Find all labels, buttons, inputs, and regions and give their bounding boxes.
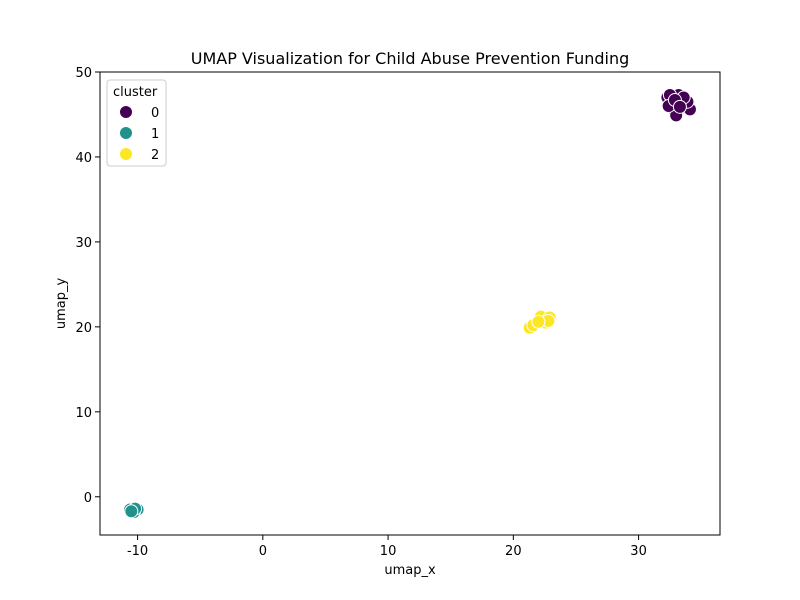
y-tick-label: 50 [75,66,92,81]
x-tick-label: 30 [630,544,647,559]
x-tick-label: -10 [127,544,148,559]
legend-marker-0 [119,105,133,119]
legend-box [106,79,167,167]
legend-label-2: 2 [151,148,159,163]
legend-items: 0 1 2 [119,105,159,163]
y-tick-label: 30 [75,236,92,251]
x-tick-label: 20 [505,544,522,559]
y-axis-label: umap_y [54,278,69,330]
data-point [672,99,687,114]
series-cluster-0 [660,87,697,123]
legend: cluster 0 1 2 [106,79,167,167]
series-cluster-2 [522,309,557,335]
y-tick-label: 0 [84,491,92,506]
y-tick-label: 20 [75,321,92,336]
x-tick-label: 10 [380,544,397,559]
series-cluster-1 [123,501,145,520]
plot-frame [99,71,721,536]
data-point [531,314,546,329]
y-axis: 0 10 20 30 40 50 [75,66,100,506]
legend-label-0: 0 [151,106,159,121]
x-tick-label: 0 [259,544,267,559]
plot-area [123,87,697,520]
legend-marker-1 [119,126,133,140]
legend-label-1: 1 [151,127,159,142]
y-tick-label: 10 [75,406,92,421]
y-tick-label: 40 [75,151,92,166]
legend-title: cluster [113,85,158,100]
chart-title: UMAP Visualization for Child Abuse Preve… [191,49,630,68]
x-axis: -10 0 10 20 30 [127,535,647,559]
data-point [124,504,139,519]
legend-marker-2 [119,147,133,161]
x-axis-label: umap_x [384,563,436,578]
